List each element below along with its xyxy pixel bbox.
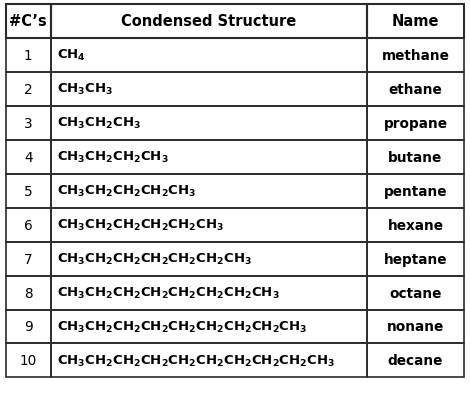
Text: 6: 6 bbox=[24, 218, 32, 232]
Bar bbox=[6, 242, 51, 276]
Bar bbox=[51, 276, 367, 310]
Text: $\mathbf{CH_3CH_2CH_2CH_2CH_2CH_2CH_2CH_2CH_2CH_3}$: $\mathbf{CH_3CH_2CH_2CH_2CH_2CH_2CH_2CH_… bbox=[57, 353, 336, 368]
Bar bbox=[51, 73, 367, 107]
Bar bbox=[51, 39, 367, 73]
Bar bbox=[6, 107, 51, 140]
Text: Condensed Structure: Condensed Structure bbox=[121, 14, 296, 29]
Bar bbox=[367, 107, 464, 140]
Bar bbox=[367, 310, 464, 344]
Text: $\mathbf{CH_4}$: $\mathbf{CH_4}$ bbox=[57, 48, 86, 63]
Bar bbox=[367, 174, 464, 208]
Text: octane: octane bbox=[389, 286, 442, 300]
Text: $\mathbf{CH_3CH_2CH_2CH_2CH_2CH_3}$: $\mathbf{CH_3CH_2CH_2CH_2CH_2CH_3}$ bbox=[57, 218, 225, 233]
Bar bbox=[367, 39, 464, 73]
Text: $\mathbf{CH_3CH_2CH_3}$: $\mathbf{CH_3CH_2CH_3}$ bbox=[57, 116, 141, 131]
Bar bbox=[367, 5, 464, 39]
Text: 3: 3 bbox=[24, 116, 32, 131]
Bar bbox=[6, 39, 51, 73]
Text: 10: 10 bbox=[20, 354, 37, 368]
Bar bbox=[6, 344, 51, 377]
Text: heptane: heptane bbox=[384, 252, 447, 266]
Bar bbox=[6, 140, 51, 174]
Text: 4: 4 bbox=[24, 150, 32, 164]
Bar bbox=[367, 242, 464, 276]
Text: Name: Name bbox=[392, 14, 439, 29]
Text: propane: propane bbox=[384, 116, 447, 131]
Text: 7: 7 bbox=[24, 252, 32, 266]
Bar bbox=[51, 344, 367, 377]
Text: $\mathbf{CH_3CH_2CH_2CH_2CH_2CH_2CH_3}$: $\mathbf{CH_3CH_2CH_2CH_2CH_2CH_2CH_3}$ bbox=[57, 252, 252, 266]
Bar bbox=[6, 73, 51, 107]
Bar bbox=[367, 73, 464, 107]
Bar bbox=[6, 276, 51, 310]
Bar bbox=[367, 208, 464, 242]
Bar bbox=[6, 208, 51, 242]
Bar bbox=[367, 140, 464, 174]
Text: $\mathbf{CH_3CH_3}$: $\mathbf{CH_3CH_3}$ bbox=[57, 82, 114, 97]
Text: ethane: ethane bbox=[389, 83, 442, 97]
Text: pentane: pentane bbox=[384, 184, 447, 198]
Text: 2: 2 bbox=[24, 83, 32, 97]
Bar bbox=[51, 174, 367, 208]
Text: $\mathbf{CH_3CH_2CH_2CH_2CH_3}$: $\mathbf{CH_3CH_2CH_2CH_2CH_3}$ bbox=[57, 184, 197, 199]
Text: $\mathbf{CH_3CH_2CH_2CH_2CH_2CH_2CH_2CH_3}$: $\mathbf{CH_3CH_2CH_2CH_2CH_2CH_2CH_2CH_… bbox=[57, 285, 280, 300]
Text: 1: 1 bbox=[24, 49, 32, 63]
Bar bbox=[6, 174, 51, 208]
Text: nonane: nonane bbox=[387, 320, 444, 334]
Text: methane: methane bbox=[382, 49, 449, 63]
Bar bbox=[367, 344, 464, 377]
Text: butane: butane bbox=[388, 150, 443, 164]
Text: $\mathbf{CH_3CH_2CH_2CH_2CH_2CH_2CH_2CH_2CH_3}$: $\mathbf{CH_3CH_2CH_2CH_2CH_2CH_2CH_2CH_… bbox=[57, 319, 308, 334]
Bar bbox=[51, 208, 367, 242]
Text: decane: decane bbox=[388, 354, 443, 368]
Text: $\mathbf{CH_3CH_2CH_2CH_3}$: $\mathbf{CH_3CH_2CH_2CH_3}$ bbox=[57, 150, 169, 165]
Text: 9: 9 bbox=[24, 320, 32, 334]
Bar bbox=[6, 5, 51, 39]
Text: 8: 8 bbox=[24, 286, 32, 300]
Text: hexane: hexane bbox=[387, 218, 444, 232]
Bar bbox=[367, 276, 464, 310]
Bar bbox=[51, 107, 367, 140]
Text: #C’s: #C’s bbox=[9, 14, 47, 29]
Bar bbox=[51, 310, 367, 344]
Text: 5: 5 bbox=[24, 184, 32, 198]
Bar bbox=[51, 140, 367, 174]
Bar bbox=[51, 5, 367, 39]
Bar bbox=[6, 310, 51, 344]
Bar bbox=[51, 242, 367, 276]
